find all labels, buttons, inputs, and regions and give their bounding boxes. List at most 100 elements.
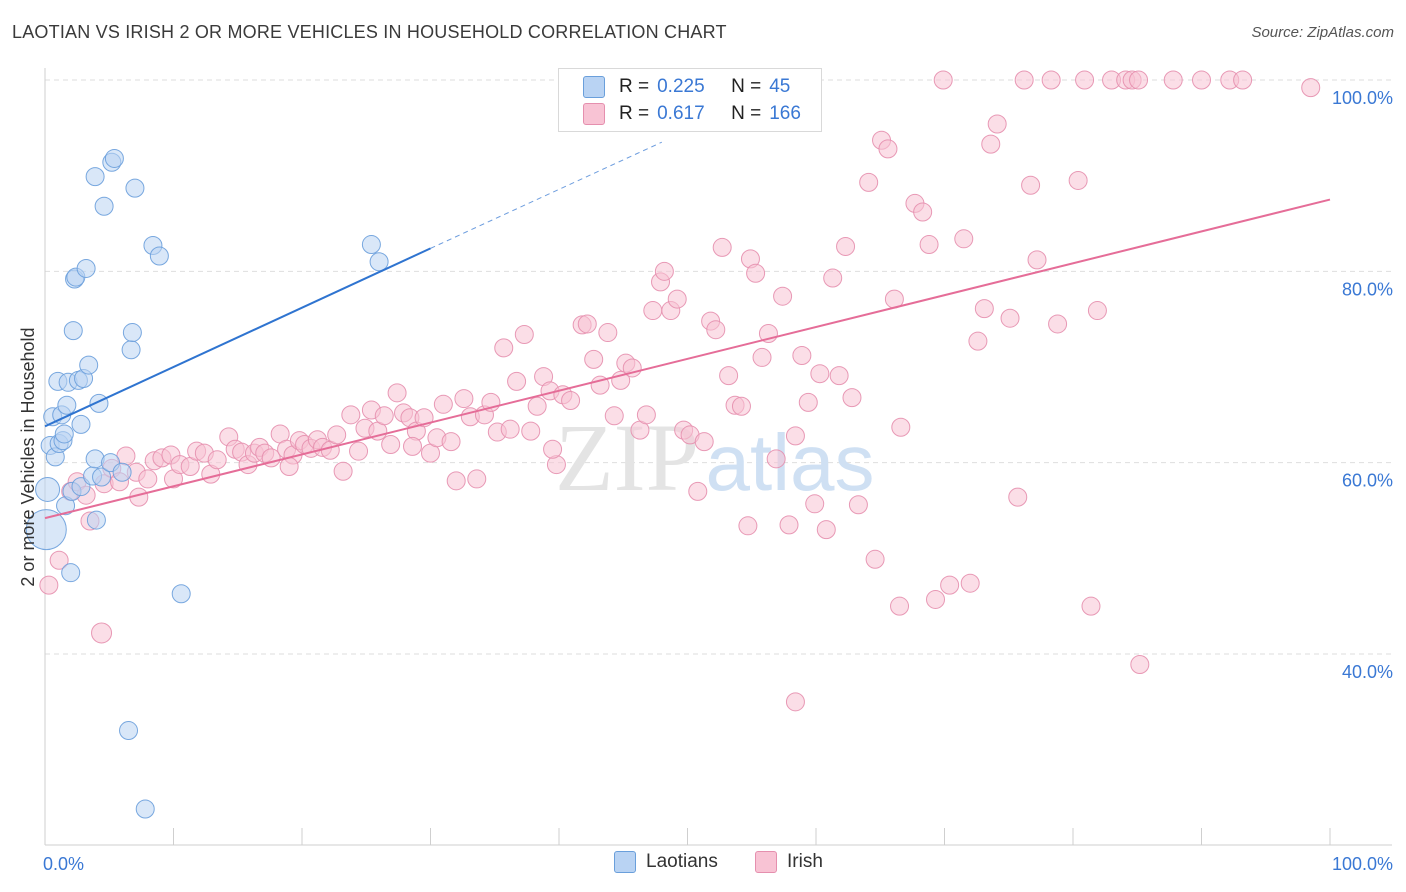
irish-point	[507, 371, 527, 391]
irish-point	[381, 434, 401, 454]
irish-point	[403, 436, 423, 456]
irish-point	[138, 469, 158, 489]
grid-lines	[45, 79, 1392, 655]
laotian-point	[76, 258, 96, 278]
y-tick-label: 60.0%	[1342, 471, 1393, 491]
irish-point	[521, 421, 541, 441]
laotian-point	[94, 196, 114, 216]
watermark-zip: ZIP	[555, 404, 699, 511]
laotian-point	[35, 476, 61, 502]
laotian-point	[125, 178, 145, 198]
irish-point	[654, 261, 674, 281]
laotian-point	[61, 563, 81, 583]
irish-point	[1075, 70, 1095, 90]
laotian-point	[25, 509, 67, 551]
laotian-point	[63, 321, 83, 341]
irish-point	[1000, 308, 1020, 328]
laotian-point	[122, 323, 142, 343]
irish-point	[1068, 170, 1088, 190]
irish-point	[584, 349, 604, 369]
irish-point	[731, 396, 751, 416]
irish-point	[561, 390, 581, 410]
irish-point	[333, 461, 353, 481]
laotian-point	[369, 252, 389, 272]
irish-point	[865, 549, 885, 569]
laotian-point	[104, 148, 124, 168]
irish-point	[500, 419, 520, 439]
irish-point	[842, 388, 862, 408]
correlation-legend: R = 0.225 N = 45 R = 0.617 N = 166	[558, 68, 822, 132]
source-label: Source: ZipAtlas.com	[1251, 24, 1394, 41]
irish-point	[981, 134, 1001, 154]
x-tick-label-max: 100.0%	[1332, 854, 1393, 874]
legend-label-irish: Irish	[787, 851, 823, 872]
legend-item-irish: Irish	[755, 851, 823, 873]
irish-point	[926, 589, 946, 609]
laotians-swatch	[614, 851, 636, 873]
irish-point	[374, 406, 394, 426]
irish-point	[773, 286, 793, 306]
irish-point	[441, 432, 461, 452]
legend-label-laotians: Laotians	[646, 851, 718, 872]
laotian-point	[135, 799, 155, 819]
legend-item-laotians: Laotians	[614, 851, 718, 873]
irish-point	[49, 550, 69, 570]
legend-row-irish: R = 0.617 N = 166	[583, 101, 801, 127]
irish-point	[779, 515, 799, 535]
laotian-point	[79, 355, 99, 375]
y-tick-label: 100.0%	[1332, 88, 1393, 108]
irish-point	[598, 323, 618, 343]
irish-point	[987, 114, 1007, 134]
irish-point	[859, 172, 879, 192]
irish-point	[1041, 70, 1061, 90]
irish-point	[954, 229, 974, 249]
irish-point	[1087, 301, 1107, 321]
irish-point	[454, 389, 474, 409]
irish-point	[514, 324, 534, 344]
irish-point	[752, 347, 772, 367]
y-tick-label: 80.0%	[1342, 279, 1393, 299]
laotian-point	[71, 414, 91, 434]
irish-point	[433, 394, 453, 414]
irish-point	[1081, 596, 1101, 616]
irish-point	[349, 441, 369, 461]
irish-point	[960, 573, 980, 593]
irish-point	[766, 449, 786, 469]
irish-swatch	[583, 103, 605, 125]
n-label: N =	[731, 103, 762, 124]
laotian-point	[57, 395, 77, 415]
r-label: R =	[619, 76, 650, 97]
n-label: N =	[731, 76, 762, 97]
irish-point	[933, 70, 953, 90]
irish-point	[543, 439, 563, 459]
irish-point	[974, 299, 994, 319]
irish-point	[1129, 70, 1149, 90]
legend-row-laotian: R = 0.225 N = 45	[583, 74, 790, 100]
irish-point	[816, 520, 836, 540]
irish-point	[919, 235, 939, 255]
data-points	[25, 70, 1321, 819]
irish-point	[890, 596, 910, 616]
irish-point	[836, 236, 856, 256]
irish-point	[39, 575, 59, 595]
irish-point	[1021, 175, 1041, 195]
laotian-point	[85, 167, 105, 187]
irish-point	[636, 405, 656, 425]
irish-point	[387, 383, 407, 403]
laotian-swatch	[583, 76, 605, 98]
n-value: 45	[769, 76, 791, 97]
irish-point	[667, 289, 687, 309]
irish-point	[91, 622, 113, 644]
irish-point	[446, 471, 466, 491]
laotian-point	[361, 235, 381, 255]
y-axis-title: 2 or more Vehicles in Household	[18, 327, 38, 586]
irish-swatch	[755, 851, 777, 873]
irish-point	[785, 692, 805, 712]
irish-point	[785, 426, 805, 446]
irish-point	[878, 139, 898, 159]
chart-title: LAOTIAN VS IRISH 2 OR MORE VEHICLES IN H…	[12, 22, 727, 42]
irish-point	[810, 364, 830, 384]
laotian-point	[171, 584, 191, 604]
r-label: R =	[619, 103, 650, 124]
